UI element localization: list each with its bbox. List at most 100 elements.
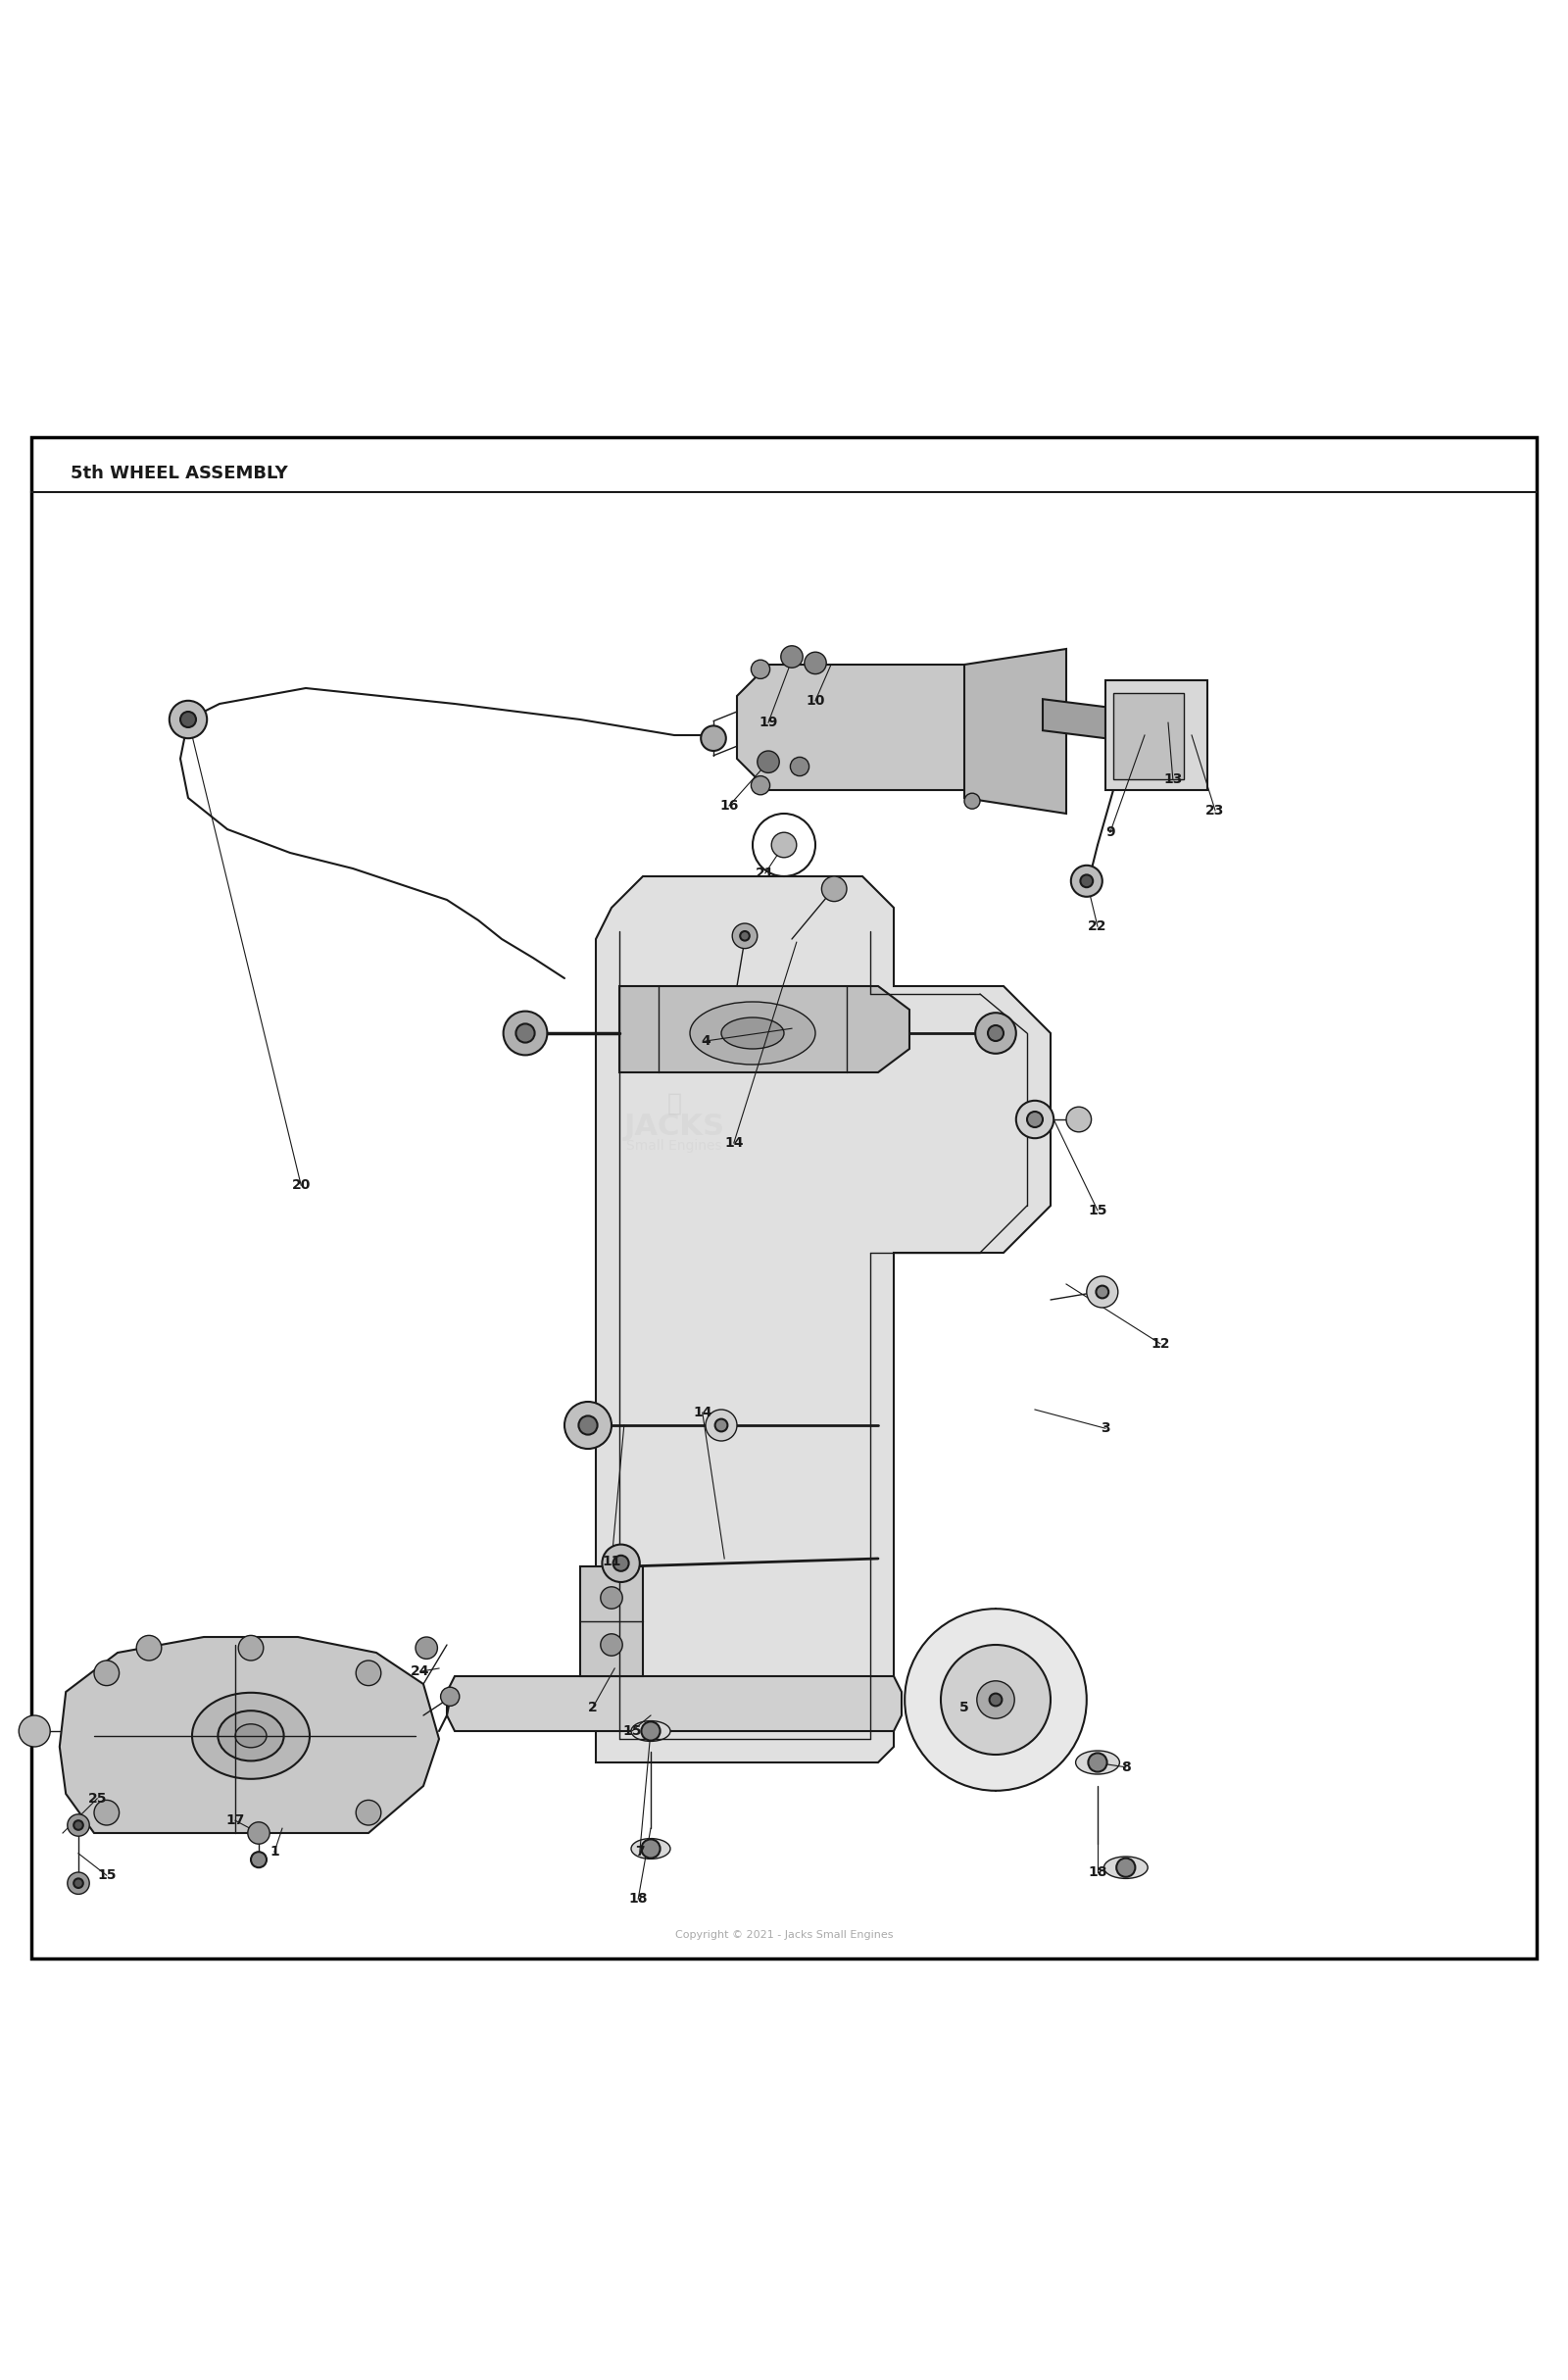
Text: 13: 13 <box>1163 771 1182 785</box>
Circle shape <box>1066 1107 1091 1133</box>
Circle shape <box>238 1635 263 1661</box>
Text: 18: 18 <box>1088 1866 1107 1880</box>
Text: 22: 22 <box>1088 919 1107 933</box>
Text: 25: 25 <box>88 1792 107 1806</box>
Circle shape <box>740 931 750 940</box>
Text: 7: 7 <box>635 1844 644 1859</box>
Circle shape <box>441 1687 459 1706</box>
Ellipse shape <box>1076 1752 1120 1773</box>
Circle shape <box>94 1799 119 1825</box>
Ellipse shape <box>630 1837 671 1859</box>
Circle shape <box>975 1014 1016 1054</box>
Polygon shape <box>596 876 1051 1764</box>
Text: 16: 16 <box>720 800 739 812</box>
Circle shape <box>641 1721 660 1740</box>
Circle shape <box>977 1680 1014 1718</box>
Text: 24: 24 <box>411 1664 430 1678</box>
Circle shape <box>19 1716 50 1747</box>
Polygon shape <box>1105 681 1207 790</box>
Circle shape <box>715 1418 728 1430</box>
Text: 5: 5 <box>960 1702 969 1714</box>
Polygon shape <box>447 1676 902 1730</box>
Ellipse shape <box>1104 1856 1148 1878</box>
Circle shape <box>804 652 826 674</box>
Circle shape <box>74 1878 83 1887</box>
Text: 17: 17 <box>226 1814 245 1828</box>
Ellipse shape <box>218 1711 284 1761</box>
Circle shape <box>1088 1754 1107 1771</box>
Circle shape <box>602 1545 640 1583</box>
Circle shape <box>1071 866 1102 897</box>
Text: JACKS: JACKS <box>624 1114 724 1142</box>
Circle shape <box>771 833 797 857</box>
Text: 5th WHEEL ASSEMBLY: 5th WHEEL ASSEMBLY <box>71 464 289 483</box>
Circle shape <box>732 923 757 950</box>
Circle shape <box>564 1402 612 1449</box>
Circle shape <box>781 645 803 669</box>
Text: 10: 10 <box>806 695 825 707</box>
Circle shape <box>601 1633 622 1656</box>
Text: 1: 1 <box>270 1844 279 1859</box>
Circle shape <box>751 659 770 678</box>
Polygon shape <box>1043 700 1105 738</box>
Circle shape <box>1116 1859 1135 1878</box>
Circle shape <box>248 1823 270 1844</box>
Text: 8: 8 <box>1121 1761 1131 1773</box>
Circle shape <box>67 1814 89 1835</box>
Text: 🔥: 🔥 <box>666 1092 682 1116</box>
Circle shape <box>67 1873 89 1894</box>
Circle shape <box>516 1023 535 1042</box>
Text: Copyright © 2021 - Jacks Small Engines: Copyright © 2021 - Jacks Small Engines <box>674 1930 894 1940</box>
Polygon shape <box>737 664 996 790</box>
Circle shape <box>941 1645 1051 1754</box>
Circle shape <box>356 1661 381 1685</box>
Circle shape <box>790 757 809 776</box>
Circle shape <box>180 712 196 728</box>
Text: 19: 19 <box>759 716 778 731</box>
Text: 15: 15 <box>97 1868 116 1883</box>
Text: 14: 14 <box>693 1407 712 1418</box>
Circle shape <box>601 1587 622 1609</box>
Circle shape <box>136 1635 162 1661</box>
Circle shape <box>1016 1100 1054 1138</box>
Circle shape <box>169 700 207 738</box>
Circle shape <box>822 876 847 902</box>
Text: 3: 3 <box>1101 1421 1110 1435</box>
Text: Small Engines: Small Engines <box>626 1140 723 1152</box>
Circle shape <box>757 750 779 774</box>
Circle shape <box>1027 1111 1043 1128</box>
Circle shape <box>701 726 726 750</box>
Ellipse shape <box>191 1692 310 1778</box>
Circle shape <box>1080 876 1093 888</box>
Circle shape <box>988 1026 1004 1040</box>
Ellipse shape <box>235 1723 267 1747</box>
Circle shape <box>579 1416 597 1435</box>
Circle shape <box>94 1661 119 1685</box>
Text: 15: 15 <box>622 1723 641 1737</box>
Text: 12: 12 <box>1151 1338 1170 1349</box>
Circle shape <box>751 776 770 795</box>
Text: 14: 14 <box>724 1135 743 1150</box>
Polygon shape <box>964 650 1066 814</box>
Polygon shape <box>60 1637 439 1833</box>
Ellipse shape <box>721 1019 784 1050</box>
Circle shape <box>503 1011 547 1054</box>
Text: 2: 2 <box>588 1702 597 1714</box>
Circle shape <box>1087 1276 1118 1307</box>
Circle shape <box>356 1799 381 1825</box>
Text: 20: 20 <box>292 1178 310 1192</box>
Circle shape <box>74 1821 83 1830</box>
Circle shape <box>416 1637 437 1659</box>
Polygon shape <box>619 985 909 1073</box>
Circle shape <box>706 1409 737 1440</box>
Polygon shape <box>580 1566 643 1676</box>
Ellipse shape <box>630 1721 671 1742</box>
Text: 18: 18 <box>629 1892 648 1906</box>
Circle shape <box>1096 1285 1109 1297</box>
Circle shape <box>905 1609 1087 1790</box>
Text: 11: 11 <box>602 1554 621 1568</box>
Text: 23: 23 <box>1206 804 1225 816</box>
Text: 21: 21 <box>756 866 775 881</box>
Text: 4: 4 <box>701 1035 710 1047</box>
Polygon shape <box>1113 693 1184 778</box>
